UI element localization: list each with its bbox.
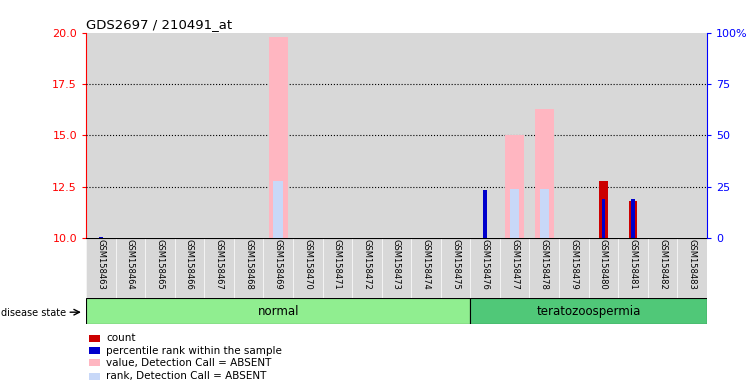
Text: GSM158463: GSM158463 — [96, 239, 105, 290]
Text: GDS2697 / 210491_at: GDS2697 / 210491_at — [86, 18, 232, 31]
Bar — [648, 33, 677, 238]
Bar — [145, 238, 175, 298]
Bar — [204, 33, 234, 238]
Text: normal: normal — [257, 305, 299, 318]
Bar — [483, 190, 487, 238]
Text: GSM158481: GSM158481 — [628, 239, 637, 290]
Bar — [89, 372, 100, 380]
Bar — [89, 335, 100, 342]
Bar — [293, 238, 322, 298]
Text: GSM158471: GSM158471 — [333, 239, 342, 290]
Bar — [263, 33, 293, 238]
Bar — [470, 238, 500, 298]
Bar — [677, 33, 707, 238]
Bar — [89, 347, 100, 354]
Bar — [470, 33, 500, 238]
Bar — [322, 33, 352, 238]
Bar — [352, 238, 381, 298]
Text: GSM158476: GSM158476 — [481, 239, 490, 290]
Bar — [381, 33, 411, 238]
Bar — [274, 180, 283, 238]
Bar — [293, 33, 322, 238]
Bar — [589, 238, 618, 298]
Bar — [116, 238, 145, 298]
Bar — [631, 199, 635, 238]
Bar — [86, 298, 470, 324]
Bar — [86, 238, 116, 298]
Bar — [175, 33, 204, 238]
Bar — [559, 238, 589, 298]
Text: GSM158464: GSM158464 — [126, 239, 135, 290]
Bar — [411, 33, 441, 238]
Text: GSM158477: GSM158477 — [510, 239, 519, 290]
Bar — [322, 238, 352, 298]
Text: GSM158470: GSM158470 — [303, 239, 312, 290]
Bar — [381, 238, 411, 298]
Bar — [618, 33, 648, 238]
Text: value, Detection Call = ABSENT: value, Detection Call = ABSENT — [106, 358, 272, 368]
Text: GSM158468: GSM158468 — [244, 239, 253, 290]
Bar — [535, 109, 554, 238]
Text: disease state: disease state — [1, 308, 67, 318]
Bar — [441, 238, 470, 298]
Text: GSM158472: GSM158472 — [362, 239, 371, 290]
Bar — [500, 33, 530, 238]
Bar — [618, 238, 648, 298]
Bar — [234, 33, 263, 238]
Bar — [510, 189, 519, 238]
Bar — [441, 33, 470, 238]
Bar — [599, 180, 607, 238]
Bar — [89, 359, 100, 366]
Text: GSM158465: GSM158465 — [156, 239, 165, 290]
Bar — [601, 199, 605, 238]
Text: GSM158479: GSM158479 — [569, 239, 578, 290]
Bar — [145, 33, 175, 238]
Bar — [411, 238, 441, 298]
Bar — [470, 298, 707, 324]
Bar — [530, 33, 559, 238]
Text: rank, Detection Call = ABSENT: rank, Detection Call = ABSENT — [106, 371, 266, 381]
Text: GSM158469: GSM158469 — [274, 239, 283, 290]
Text: GSM158475: GSM158475 — [451, 239, 460, 290]
Text: GSM158482: GSM158482 — [658, 239, 667, 290]
Bar — [234, 238, 263, 298]
Bar — [99, 237, 102, 238]
Bar — [352, 33, 381, 238]
Bar — [589, 33, 618, 238]
Bar — [263, 238, 293, 298]
Bar — [86, 33, 116, 238]
Text: count: count — [106, 333, 135, 343]
Text: GSM158467: GSM158467 — [215, 239, 224, 290]
Bar — [116, 33, 145, 238]
Text: GSM158480: GSM158480 — [599, 239, 608, 290]
Text: GSM158473: GSM158473 — [392, 239, 401, 290]
Bar — [175, 238, 204, 298]
Text: GSM158483: GSM158483 — [687, 239, 696, 290]
Bar — [629, 201, 637, 238]
Bar — [677, 238, 707, 298]
Bar — [269, 37, 288, 238]
Bar — [539, 189, 549, 238]
Text: percentile rank within the sample: percentile rank within the sample — [106, 346, 282, 356]
Text: teratozoospermia: teratozoospermia — [536, 305, 641, 318]
Bar — [648, 238, 677, 298]
Bar — [500, 238, 530, 298]
Bar — [530, 238, 559, 298]
Text: GSM158466: GSM158466 — [185, 239, 194, 290]
Bar — [204, 238, 234, 298]
Bar — [559, 33, 589, 238]
Bar — [505, 135, 524, 238]
Text: GSM158478: GSM158478 — [540, 239, 549, 290]
Text: GSM158474: GSM158474 — [422, 239, 431, 290]
